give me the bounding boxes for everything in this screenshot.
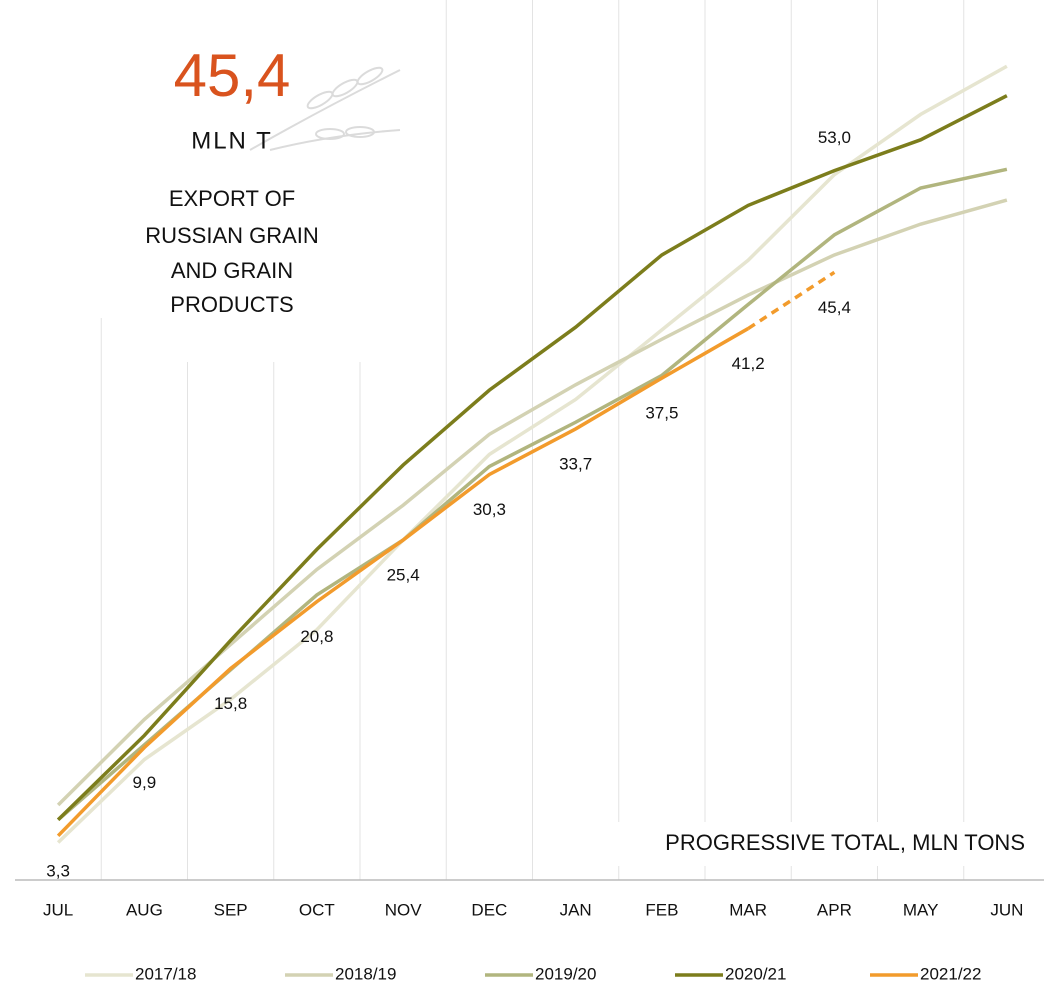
headline-value: 45,4 [174, 42, 291, 109]
annotation-bg [615, 822, 1035, 866]
title-line: PRODUCTS [170, 292, 293, 317]
x-tick-label: JUN [990, 900, 1023, 919]
x-tick-label: MAY [903, 900, 939, 919]
x-tick-label: AUG [126, 900, 163, 919]
annotation: PROGRESSIVE TOTAL, MLN TONS [665, 830, 1025, 855]
value-label: 15,8 [214, 694, 247, 713]
legend-label: 2019/20 [535, 964, 596, 983]
forecast-line [747, 270, 836, 331]
wheat-icon [249, 66, 401, 151]
legend-label: 2017/18 [135, 964, 196, 983]
value-label: 37,5 [645, 404, 678, 423]
title-panel [96, 0, 110, 318]
legend-label: 2020/21 [725, 964, 786, 983]
title-line: EXPORT OF [169, 186, 295, 211]
value-label: 20,8 [300, 627, 333, 646]
value-label: 3,3 [46, 861, 70, 880]
series-line [56, 327, 749, 838]
legend-label: 2018/19 [335, 964, 396, 983]
value-label: 33,7 [559, 454, 592, 473]
title-line: AND GRAIN [171, 258, 293, 283]
value-label: 9,9 [133, 773, 157, 792]
x-tick-label: DEC [471, 900, 507, 919]
series-line [56, 94, 1008, 822]
value-label: 45,4 [818, 298, 851, 317]
title-line: RUSSIAN GRAIN [145, 223, 319, 248]
legend-label: 2021/22 [920, 964, 981, 983]
x-tick-label: SEP [214, 900, 248, 919]
value-label: 41,2 [732, 354, 765, 373]
x-tick-label: MAR [729, 900, 767, 919]
value-label: 25,4 [387, 566, 420, 585]
title-panel [106, 0, 368, 362]
x-tick-label: JAN [560, 900, 592, 919]
x-tick-label: NOV [385, 900, 423, 919]
x-tick-label: OCT [299, 900, 335, 919]
value-label: 30,3 [473, 500, 506, 519]
value-label: 53,0 [818, 128, 851, 147]
x-tick-label: JUL [43, 900, 73, 919]
x-tick-label: FEB [645, 900, 678, 919]
x-tick-label: APR [817, 900, 852, 919]
headline-unit: MLN T [191, 127, 273, 154]
